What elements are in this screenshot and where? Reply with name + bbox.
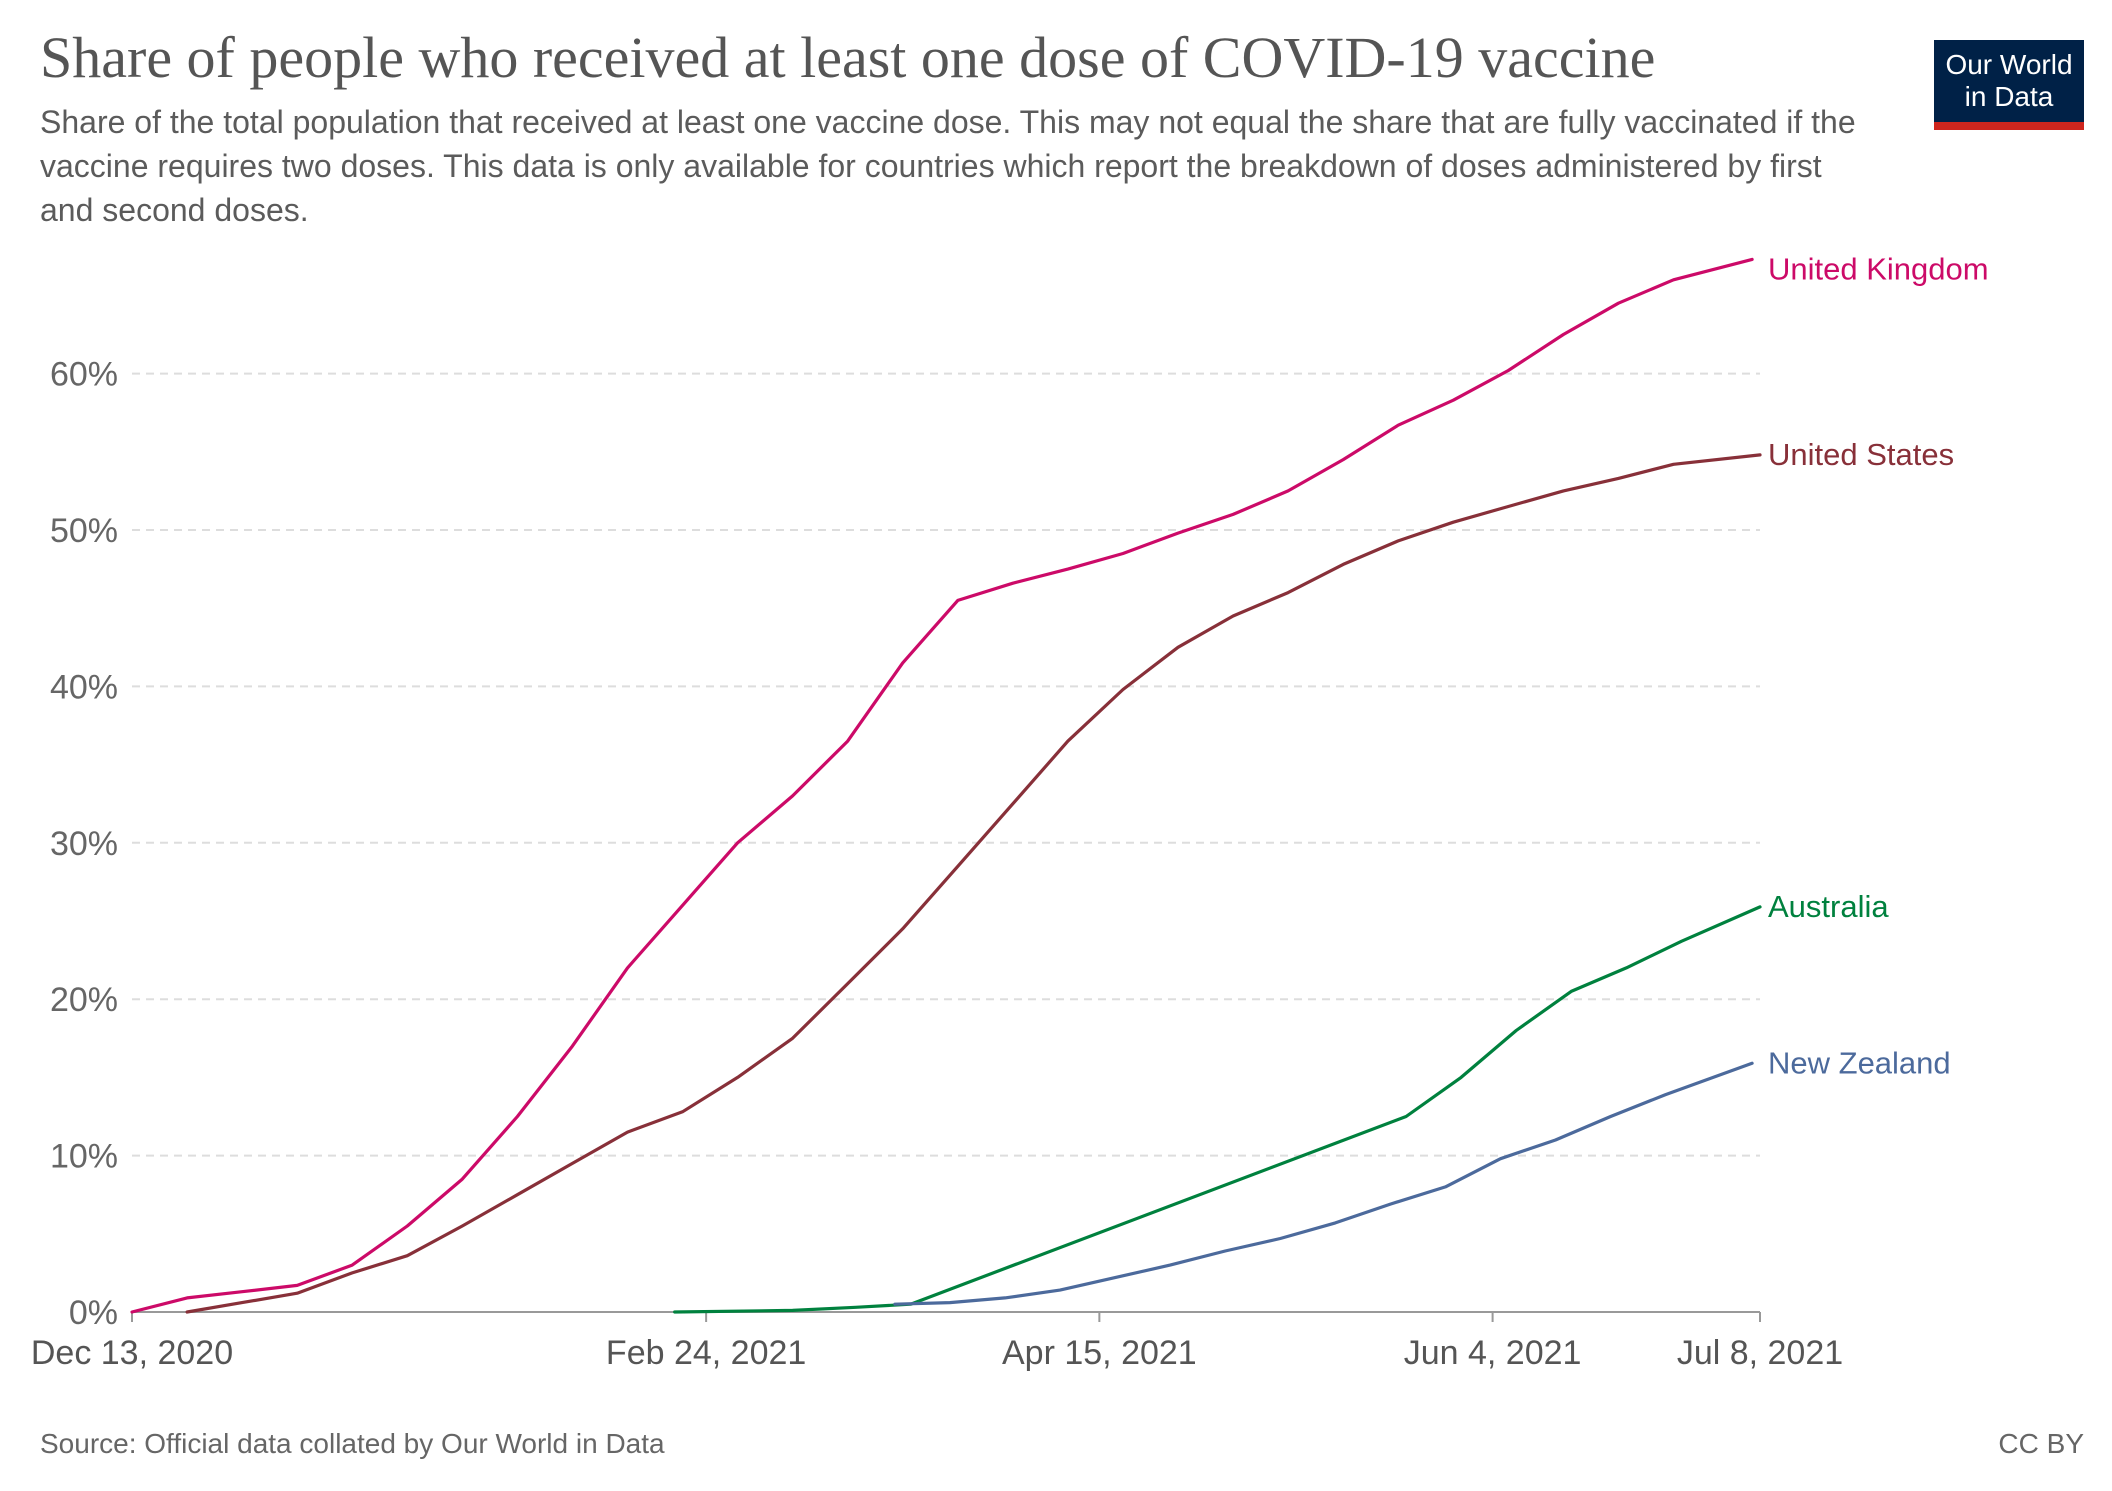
series-line-united-states[interactable] <box>185 453 1762 1314</box>
series-label-australia[interactable]: Australia <box>1768 889 1889 924</box>
y-tick-label: 10% <box>50 1138 118 1176</box>
x-tick-label: Jun 4, 2021 <box>1404 1334 1582 1372</box>
line-chart: 0% 10% 20% 30% 40% 50% 60% Dec 13, 2020 Feb 24, … <box>31 251 1989 1372</box>
source-note[interactable]: Source: Official data collated by Our Wo… <box>40 1428 665 1459</box>
y-tick-label: 20% <box>50 981 118 1019</box>
x-tick-label: Feb 24, 2021 <box>606 1334 806 1372</box>
y-tick-label: 0% <box>69 1294 118 1332</box>
owid-logo[interactable]: Our World in Data <box>1934 40 2084 130</box>
grid-lines <box>132 372 1760 1157</box>
series-label-united-states[interactable]: United States <box>1768 437 1954 472</box>
logo-line-1: Our World <box>1945 49 2073 80</box>
series-lines <box>130 257 1762 1314</box>
y-tick-label: 40% <box>50 668 118 706</box>
license-link[interactable]: CC BY <box>1998 1428 2084 1459</box>
y-tick-label: 50% <box>50 512 118 550</box>
y-tick-label: 30% <box>50 825 118 863</box>
x-tick-label: Jul 8, 2021 <box>1677 1334 1843 1372</box>
y-tick-label: 60% <box>50 356 118 394</box>
axes: 0% 10% 20% 30% 40% 50% 60% Dec 13, 2020 Feb 24, … <box>31 356 1843 1372</box>
series-labels: United Kingdom United States Australia New … <box>1768 251 1989 1080</box>
x-tick-label: Apr 15, 2021 <box>1002 1334 1197 1372</box>
series-line-united-kingdom[interactable] <box>130 257 1754 1314</box>
logo-line-2: in Data <box>1964 81 2054 112</box>
series-line-australia[interactable] <box>673 905 1762 1314</box>
series-label-new-zealand[interactable]: New Zealand <box>1768 1045 1951 1080</box>
chart-subtitle: Share of the total population that recei… <box>40 104 1856 228</box>
series-line-new-zealand[interactable] <box>893 1061 1754 1306</box>
x-tick-label: Dec 13, 2020 <box>31 1334 233 1372</box>
series-label-united-kingdom[interactable]: United Kingdom <box>1768 251 1989 286</box>
chart-title: Share of people who received at least on… <box>40 25 1656 90</box>
